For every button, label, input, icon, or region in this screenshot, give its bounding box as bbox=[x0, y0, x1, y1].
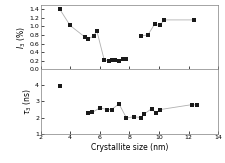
X-axis label: Crystallite size (nm): Crystallite size (nm) bbox=[91, 143, 168, 152]
Y-axis label: $I_3$ (%): $I_3$ (%) bbox=[15, 26, 28, 49]
Y-axis label: $\tau_3$ (ns): $\tau_3$ (ns) bbox=[21, 88, 34, 115]
